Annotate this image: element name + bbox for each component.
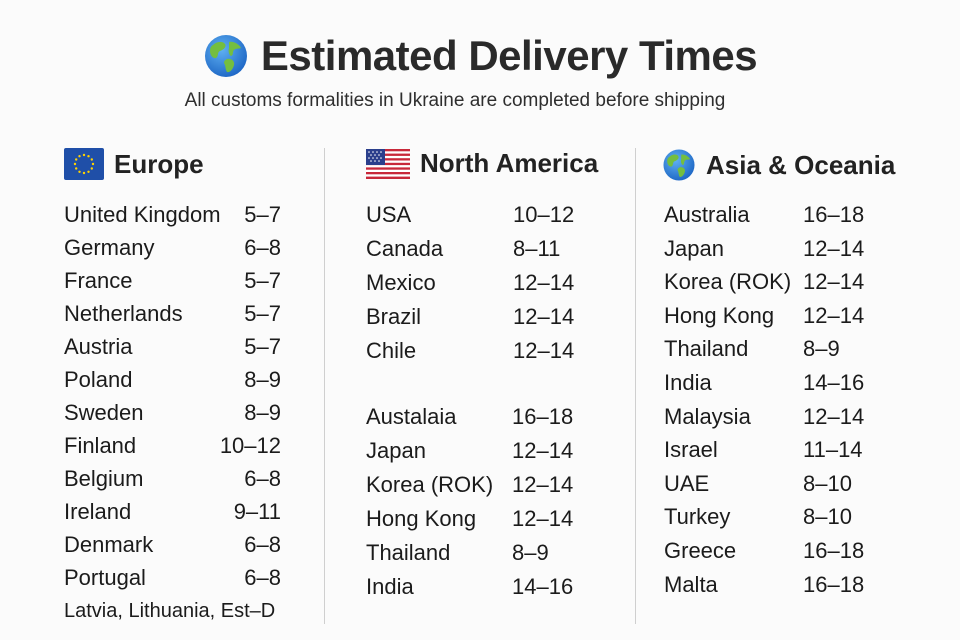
column-header-north-america: North America: [366, 148, 598, 179]
country-name: Finland: [64, 433, 137, 458]
delivery-days: 5–7: [244, 334, 281, 359]
title-row: Estimated Delivery Times: [0, 32, 960, 80]
country-name: United Kingdom: [64, 202, 221, 227]
eu-flag-icon: [64, 148, 104, 180]
delivery-days: 8–9: [803, 336, 840, 362]
country-name: Sweden: [64, 400, 144, 425]
delivery-days: 5–7: [244, 202, 281, 227]
delivery-days: 8–9: [244, 400, 281, 425]
delivery-days: 6–8: [244, 565, 281, 590]
delivery-days: 5–7: [244, 268, 281, 293]
country-name: UAE: [664, 470, 710, 496]
delivery-days: 8–9: [512, 540, 549, 565]
delivery-days: 5–7: [244, 301, 281, 326]
country-name: Turkey: [664, 504, 731, 530]
column-title-asia-oceania: Asia & Oceania: [706, 149, 896, 180]
column-header-europe: Europe: [64, 148, 204, 180]
delivery-days: 12–14: [803, 302, 865, 328]
delivery-days: 12–14: [513, 270, 575, 295]
delivery-days: 12–14: [513, 338, 575, 363]
country-name: Austalaia: [366, 404, 457, 429]
delivery-days: 9–11: [233, 499, 281, 524]
column-title-north-america: North America: [420, 148, 599, 178]
delivery-days: 16–18: [512, 404, 574, 429]
delivery-days: 6–8: [244, 532, 281, 557]
country-name: Canada: [366, 236, 444, 261]
country-name: Portugal: [64, 565, 146, 590]
country-name: Israel: [664, 437, 718, 463]
delivery-days: 6–8: [244, 466, 281, 491]
country-name: Japan: [366, 438, 426, 463]
delivery-days: 8–10: [803, 504, 852, 530]
column-divider: [635, 148, 636, 624]
globe-icon: [663, 149, 695, 181]
country-name: Australia: [664, 202, 750, 227]
delivery-days: 16–18: [803, 571, 865, 597]
delivery-days: 12–14: [803, 269, 865, 295]
delivery-days: 12–14: [803, 403, 865, 429]
delivery-days: 12–14: [512, 506, 574, 531]
delivery-days: 12–14: [803, 235, 865, 261]
delivery-days: 14–16: [803, 370, 865, 395]
delivery-days: 12–14: [512, 472, 574, 497]
country-name: Greece: [664, 538, 737, 563]
country-name: India: [664, 370, 712, 395]
globe-icon: [204, 35, 247, 77]
country-name: Korea (ROK): [664, 269, 792, 295]
page-subtitle: All customs formalities in Ukraine are c…: [184, 90, 726, 111]
country-name: Austria: [64, 334, 133, 359]
country-name: Netherlands: [64, 301, 183, 326]
country-name: Thailand: [664, 336, 749, 362]
country-name: Thailand: [366, 540, 451, 565]
country-name: India: [366, 574, 414, 599]
delivery-days: 10–12: [219, 433, 281, 458]
delivery-days: 12–14: [513, 304, 575, 329]
europe-footer: Latvia, Lithuania, Est–D: [64, 600, 276, 622]
column-title-europe: Europe: [114, 148, 204, 179]
delivery-days: 16–18: [803, 202, 865, 227]
country-name: Mexico: [366, 270, 436, 295]
country-name: Ireland: [64, 499, 132, 524]
delivery-days: 12–14: [512, 438, 574, 463]
country-name: Malta: [664, 571, 718, 597]
country-name: Poland: [64, 367, 133, 392]
delivery-days: 8–9: [244, 367, 281, 392]
country-name: Brazil: [366, 304, 422, 329]
country-name: Hong Kong: [664, 302, 775, 328]
delivery-days: 10–12: [513, 202, 575, 227]
header: Estimated Delivery Times All customs for…: [0, 0, 960, 130]
delivery-days: 14–16: [512, 574, 574, 599]
country-name: Chile: [366, 338, 417, 363]
column-divider: [324, 148, 325, 624]
country-name: Japan: [664, 235, 724, 261]
delivery-days: 16–18: [803, 538, 865, 563]
country-name: Denmark: [64, 532, 154, 557]
country-name: France: [64, 268, 133, 293]
country-name: Malaysia: [664, 403, 751, 429]
page-title: Estimated Delivery Times: [260, 32, 758, 79]
delivery-days: 6–8: [244, 235, 281, 260]
delivery-days: 11–14: [803, 437, 863, 463]
column-header-asia-oceania: Asia & Oceania: [662, 148, 895, 182]
country-name: Korea (ROK): [366, 472, 494, 497]
country-name: Belgium: [64, 466, 144, 491]
country-name: Germany: [64, 235, 155, 260]
delivery-days: 8–10: [803, 470, 852, 496]
country-name: USA: [366, 202, 412, 227]
country-name: Hong Kong: [366, 506, 477, 531]
us-flag-icon: [366, 148, 410, 179]
delivery-days: 8–11: [513, 236, 561, 261]
